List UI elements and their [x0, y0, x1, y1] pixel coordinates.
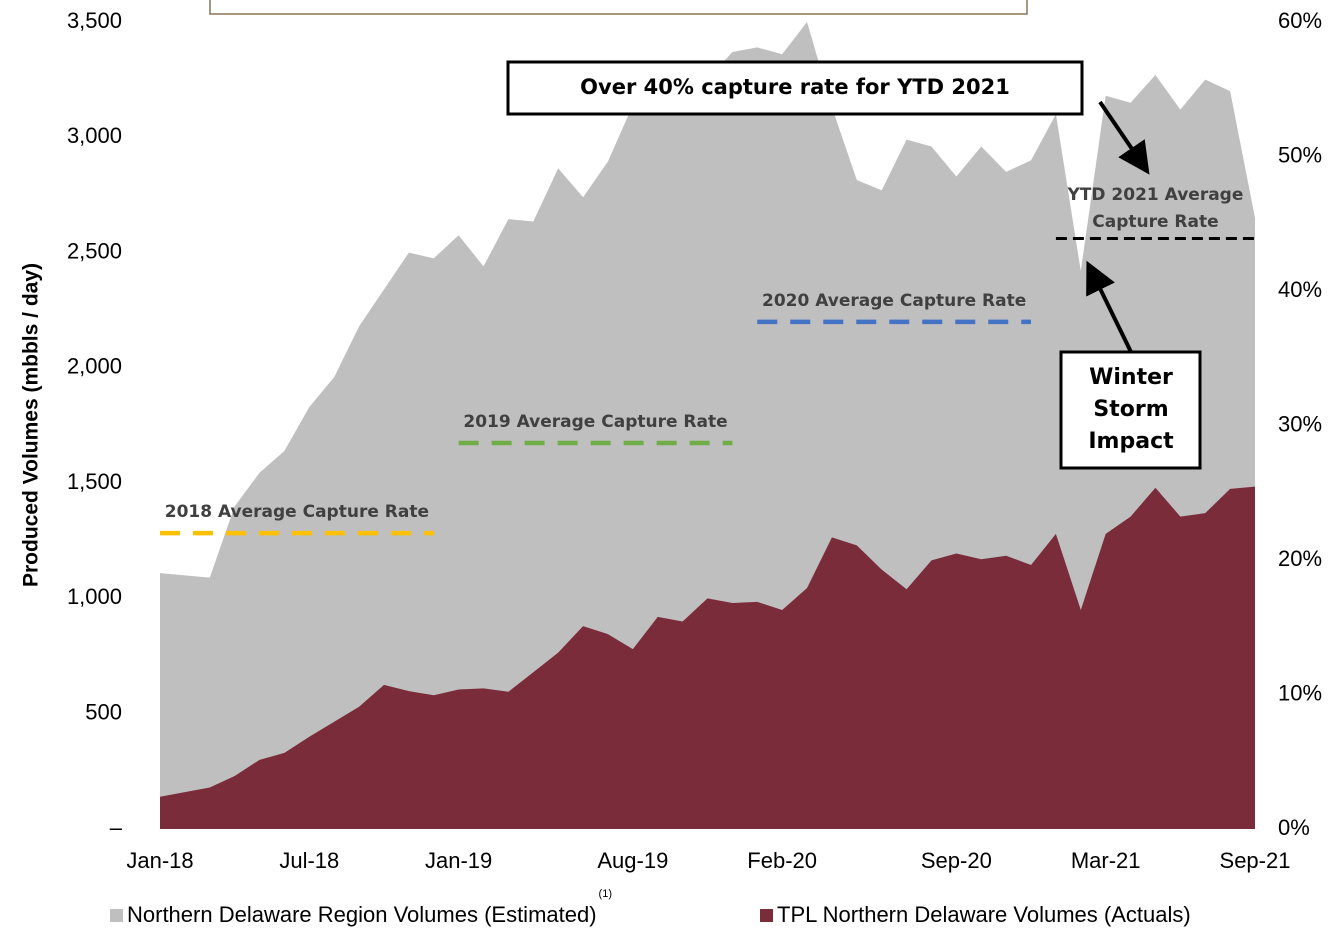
area: [160, 486, 1255, 829]
x-tick-label: Jan-19: [425, 848, 492, 873]
y-tick-label: 2,000: [67, 354, 122, 379]
legend-note: (1): [599, 888, 612, 900]
y2-tick-label: 40%: [1278, 277, 1322, 302]
y2-tick-label: 60%: [1278, 8, 1322, 33]
y-tick-label: 3,000: [67, 123, 122, 148]
capture-label: 2020 Average Capture Rate: [762, 291, 1026, 311]
legend-swatch: [760, 909, 773, 922]
y2-tick-label: 0%: [1278, 815, 1310, 840]
y-tick-label: 3,500: [67, 8, 122, 33]
capture-label: 2018 Average Capture Rate: [165, 502, 429, 522]
legend-label: Northern Delaware Region Volumes (Estima…: [127, 902, 597, 927]
annotation: Winter Storm Impact: [1088, 365, 1174, 454]
y2-tick-label: 10%: [1278, 680, 1322, 705]
capture-label: 2019 Average Capture Rate: [463, 412, 727, 432]
areas: [160, 22, 1255, 829]
y2-tick-label: 30%: [1278, 411, 1322, 436]
y-tick-label: 2,500: [67, 238, 122, 263]
y-axis-title: Produced Volumes (mbbls / day): [20, 263, 43, 587]
y-tick-label: –: [110, 815, 123, 840]
annotations: Over 40% capture rate for YTD 2021: [209, 0, 1202, 470]
annotation-arrow: [1086, 260, 1133, 353]
y2-tick-label: 50%: [1278, 142, 1322, 167]
capture-lines: 2018 Average Capture Rate 2019 Average Ca…: [160, 237, 1255, 536]
x-tick-label: Feb-20: [747, 848, 817, 873]
legend-label: TPL Northern Delaware Volumes (Actuals): [777, 902, 1191, 927]
x-tick-label: Jul-18: [279, 848, 339, 873]
x-tick-label: Sep-20: [921, 848, 992, 873]
y2-tick-label: 20%: [1278, 546, 1322, 571]
capture-label: YTD 2021 Average Capture Rate: [1067, 184, 1244, 232]
y-tick-label: 1,000: [67, 584, 122, 609]
annotation-arrow: [1098, 100, 1150, 175]
x-tick-label: Aug-19: [597, 848, 668, 873]
annotation-box: [506, 60, 1084, 116]
annotation: Over 40% capture rate for YTD 2021: [580, 75, 1010, 99]
x-tick-label: Mar-21: [1071, 848, 1141, 873]
legend-swatch: [110, 909, 123, 922]
x-tick-label: Jan-18: [126, 848, 193, 873]
y-tick-label: 1,500: [67, 469, 122, 494]
header-box: [209, 0, 1028, 15]
x-tick-label: Sep-21: [1220, 848, 1291, 873]
y-tick-label: 500: [85, 700, 122, 725]
